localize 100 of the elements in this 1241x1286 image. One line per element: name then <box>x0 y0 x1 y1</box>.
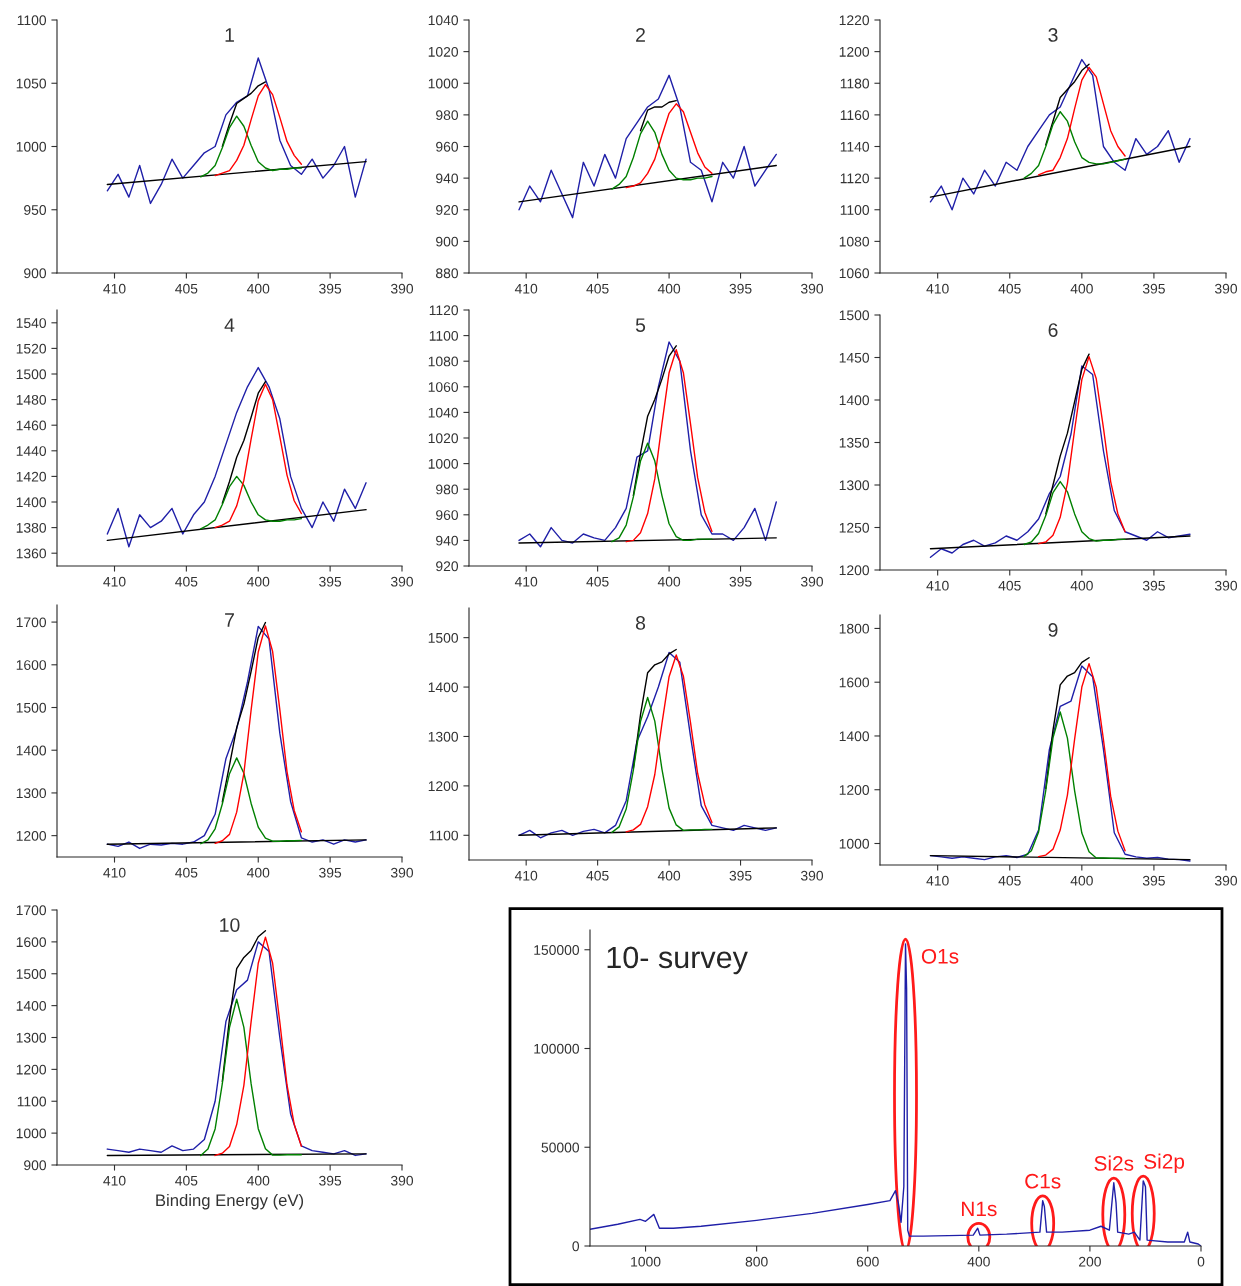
y-tick-label: 1460 <box>16 420 47 431</box>
y-tick-label: 880 <box>436 268 459 279</box>
x-tick-label: 410 <box>926 580 949 591</box>
y-tick-label: 1140 <box>840 141 870 152</box>
x-tick-label: 410 <box>103 1175 126 1186</box>
x-tick-label: 405 <box>998 283 1021 294</box>
x-tick-label: 395 <box>1142 283 1165 294</box>
y-tick-label: 1100 <box>429 830 459 841</box>
y-tick-label: 1400 <box>16 497 47 508</box>
x-tick-label: 405 <box>998 580 1021 591</box>
chart-title: 5 <box>635 318 646 332</box>
y-tick-label: 1000 <box>16 141 47 152</box>
x-tick-label: 800 <box>745 1256 768 1267</box>
y-tick-label: 1400 <box>16 1000 47 1011</box>
y-tick-label: 1600 <box>839 677 870 688</box>
x-tick-label: 400 <box>246 576 270 587</box>
x-tick-label: 390 <box>800 870 824 881</box>
y-tick-label: 1540 <box>16 318 47 328</box>
x-tick-label: 405 <box>175 867 198 878</box>
x-tick-label: 395 <box>319 1175 342 1186</box>
chart-title: 7 <box>225 613 234 627</box>
chart-title: 1 <box>225 28 234 42</box>
y-tick-label: 1000 <box>839 838 870 849</box>
y-tick-label: 1200 <box>16 1064 47 1075</box>
line-series <box>929 665 1191 862</box>
x-tick-label: 400 <box>657 283 681 294</box>
x-tick-label: 410 <box>103 283 126 294</box>
chart-title: 9 <box>1048 623 1058 637</box>
x-tick-label: 200 <box>1079 1256 1101 1267</box>
y-tick-label: 1400 <box>428 682 459 693</box>
y-tick-label: 1000 <box>16 1128 47 1139</box>
chart-title: 6 <box>1048 323 1058 337</box>
x-tick-label: 390 <box>800 576 824 587</box>
y-tick-label: 1080 <box>428 356 459 367</box>
line-series <box>106 57 367 205</box>
x-tick-label: 405 <box>586 283 609 294</box>
chart-title: 8 <box>635 616 646 630</box>
line-series <box>611 120 713 190</box>
line-series <box>200 475 303 530</box>
y-tick-label: 980 <box>436 484 459 495</box>
x-tick-label: 400 <box>657 576 681 587</box>
y-tick-label: 1300 <box>839 480 870 491</box>
x-tick-label: 0 <box>1197 1256 1205 1267</box>
y-tick-label: 1060 <box>839 268 870 279</box>
y-tick-label: 940 <box>436 173 459 184</box>
line-series <box>214 83 303 177</box>
y-tick-label: 1500 <box>839 310 870 321</box>
x-tick-label: 395 <box>1142 580 1165 591</box>
y-tick-label: 960 <box>436 141 459 152</box>
y-tick-label: 1120 <box>429 305 459 316</box>
x-tick-label: 410 <box>103 867 126 878</box>
y-tick-label: 1800 <box>839 623 870 634</box>
line-series <box>200 757 303 845</box>
y-tick-label: 940 <box>436 535 459 546</box>
y-tick-label: 50000 <box>541 1142 580 1153</box>
x-tick-label: 390 <box>390 867 414 878</box>
x-tick-label: 395 <box>729 870 752 881</box>
x-tick-label: 390 <box>390 1175 414 1186</box>
y-tick-label: 980 <box>436 110 459 121</box>
y-tick-label: 1500 <box>16 369 47 380</box>
x-tick-label: 400 <box>657 870 681 881</box>
line-series <box>611 696 713 834</box>
y-tick-label: 1200 <box>16 830 47 841</box>
y-tick-label: 1700 <box>16 617 47 628</box>
x-tick-label: 400 <box>246 1175 270 1186</box>
line-series <box>1037 662 1126 858</box>
y-tick-label: 1020 <box>428 433 459 444</box>
line-series <box>518 341 777 548</box>
line-series <box>214 383 303 529</box>
x-tick-label: 405 <box>175 576 198 587</box>
line-series <box>639 99 677 132</box>
y-tick-label: 1020 <box>428 46 459 57</box>
y-tick-label: 1300 <box>16 788 47 799</box>
line-series <box>1037 355 1126 545</box>
line-series <box>929 365 1191 558</box>
x-tick-label: 395 <box>729 283 752 294</box>
y-tick-label: 1220 <box>839 15 870 26</box>
x-tick-label: 390 <box>390 576 414 587</box>
x-tick-label: 410 <box>514 870 538 881</box>
line-series <box>929 58 1191 211</box>
y-tick-label: 1040 <box>428 407 459 418</box>
annotation: Si2s <box>1094 1155 1134 1171</box>
x-tick-label: 405 <box>175 1175 198 1186</box>
chart-title: 4 <box>224 318 235 332</box>
y-tick-label: 1480 <box>16 394 47 405</box>
y-tick-label: 1360 <box>16 548 47 559</box>
y-tick-label: 1380 <box>16 522 47 533</box>
y-tick-label: 1100 <box>840 205 870 215</box>
y-tick-label: 1060 <box>428 382 459 392</box>
y-tick-label: 1600 <box>16 660 47 670</box>
y-tick-label: 1000 <box>428 78 459 89</box>
y-tick-label: 1100 <box>17 15 47 26</box>
x-axis-title: Binding Energy (eV) <box>156 1193 304 1210</box>
line-series <box>625 103 713 189</box>
y-tick-label: 1500 <box>16 969 47 979</box>
line-series <box>106 366 367 548</box>
y-tick-label: 1080 <box>839 236 870 247</box>
line-series <box>1045 657 1090 790</box>
x-tick-label: 1000 <box>631 1256 661 1267</box>
x-tick-label: 405 <box>175 283 198 294</box>
